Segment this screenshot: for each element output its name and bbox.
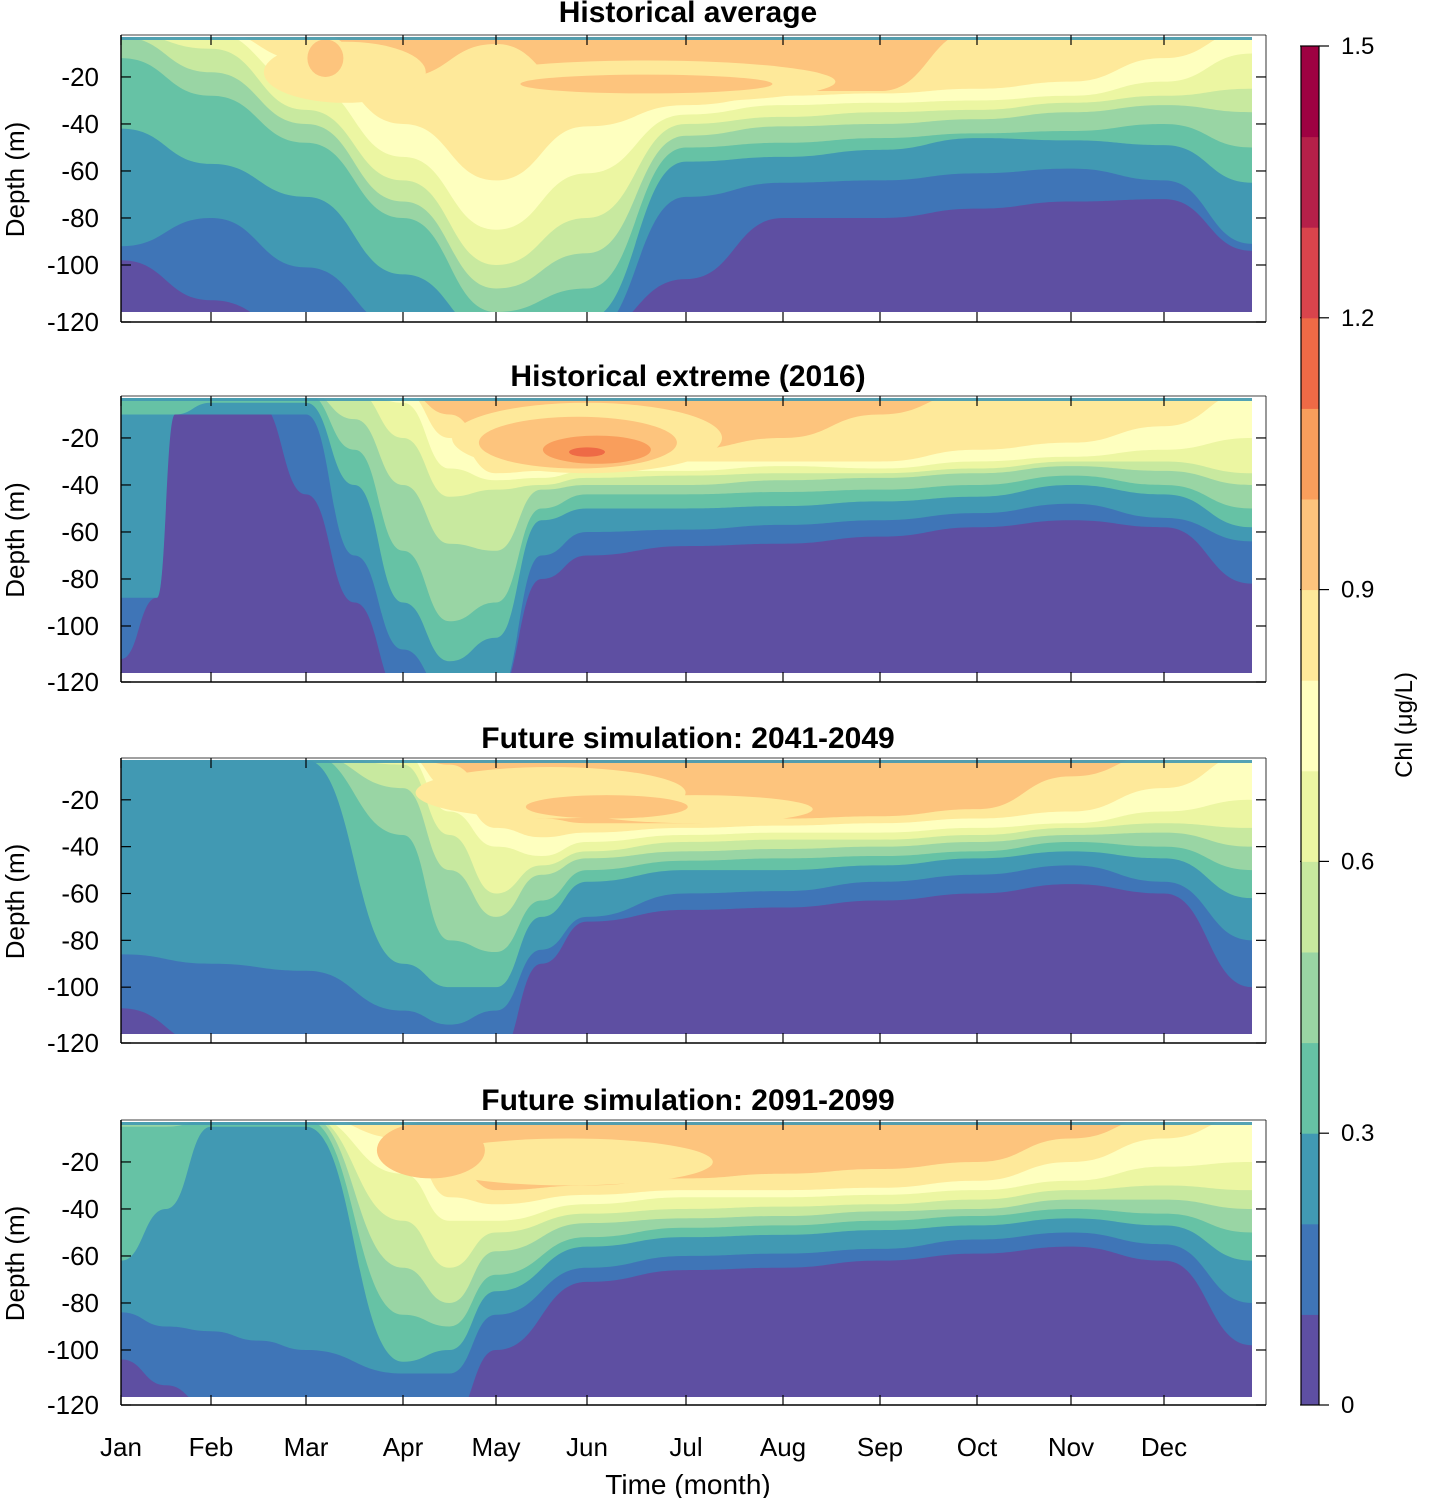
panel-title: Historical average [559, 0, 817, 29]
colorbar-tick-label: 0.9 [1341, 577, 1374, 604]
colorbar-segment [1301, 227, 1319, 319]
y-tick-label: -20 [61, 423, 99, 453]
colorbar-tick-label: 0 [1341, 1392, 1354, 1419]
high-chl-patch [424, 1138, 713, 1186]
y-tick-label: -40 [61, 109, 99, 139]
colorbar-segment [1301, 680, 1319, 772]
colorbar-segment [1301, 861, 1319, 953]
colorbar-segment [1301, 46, 1319, 138]
colorbar-segment [1301, 136, 1319, 228]
y-tick-label: -60 [61, 878, 99, 908]
contour-fill [121, 760, 1252, 1034]
colorbar-segment [1301, 1223, 1319, 1315]
x-tick-label: Oct [957, 1432, 998, 1462]
colorbar-segment [1301, 589, 1319, 681]
y-axis-label: Depth (m) [0, 122, 30, 238]
x-axis-label: Time (month) [605, 1469, 770, 1498]
x-tick-label: Apr [383, 1432, 424, 1462]
colorbar-tick-label: 0.6 [1341, 848, 1374, 875]
y-tick-label: -60 [61, 517, 99, 547]
colorbar-tick-label: 0.3 [1341, 1120, 1374, 1147]
colorbar-segment [1301, 1042, 1319, 1134]
colorbar-segment [1301, 770, 1319, 862]
panel-title: Future simulation: 2091-2099 [481, 1084, 894, 1117]
x-tick-label: Jun [566, 1432, 608, 1462]
contour-fill [121, 37, 1252, 312]
x-tick-label: Aug [760, 1432, 806, 1462]
panels: -20 -40 -60 -80 -100 -120 Depth (m) Historical … [0, 0, 1267, 1420]
colorbar-segment [1301, 317, 1319, 409]
x-tick-label: May [471, 1432, 520, 1462]
high-chl-patch [263, 41, 426, 103]
high-chl-patch [525, 795, 688, 819]
y-tick-label: -120 [47, 1028, 99, 1058]
y-tick-label: -120 [47, 667, 99, 697]
panel-title: Future simulation: 2041-2049 [481, 722, 894, 755]
colorbar-segment [1301, 408, 1319, 500]
y-tick-label: -40 [61, 470, 99, 500]
y-axis-label: Depth (m) [0, 844, 30, 960]
y-tick-label: -20 [61, 62, 99, 92]
panel-3: -20 -40 -60 -80 -100 -120 Depth (m) Future simu… [0, 722, 1267, 1058]
y-tick-label: -60 [61, 1241, 99, 1271]
colorbar: 0 0.3 0.6 0.9 1.2 1.5 Chl (μg/L) [1300, 33, 1418, 1419]
contour-fill [121, 398, 1252, 673]
y-tick-label: -80 [61, 564, 99, 594]
x-tick-label: Sep [857, 1432, 903, 1462]
panel-4: -20 -40 -60 -80 -100 -120 Depth (m) Future simu… [0, 1084, 1267, 1420]
x-axis: Jan Feb Mar Apr May Jun Jul Aug Sep Oct Nov Dec Time… [100, 1432, 1187, 1498]
y-tick-label: -20 [61, 785, 99, 815]
panel-axes: -20 -40 -60 -80 -100 -120 Depth (m) [0, 34, 1267, 337]
panel-axes: -20 -40 -60 -80 -100 -120 Depth (m) [0, 757, 1267, 1058]
x-tick-label: Feb [189, 1432, 234, 1462]
y-tick-label: -100 [47, 611, 99, 641]
x-tick-label: Nov [1048, 1432, 1094, 1462]
y-axis-label: Depth (m) [0, 1206, 30, 1322]
y-axis-label: Depth (m) [0, 482, 30, 598]
colorbar-tick-label: 1.5 [1341, 33, 1374, 60]
high-chl-patch [520, 74, 773, 94]
colorbar-segment [1301, 1133, 1319, 1225]
colorbar-segment [1301, 499, 1319, 591]
panel-title: Historical extreme (2016) [510, 360, 865, 393]
contour-fill [121, 1122, 1252, 1397]
x-tick-label: Mar [284, 1432, 329, 1462]
high-chl-patch [569, 447, 605, 457]
panel-2: -20 -40 -60 -80 -100 -120 Depth (m) Historical … [0, 360, 1267, 697]
y-tick-label: -40 [61, 832, 99, 862]
y-tick-label: -100 [47, 972, 99, 1002]
panel-axes: -20 -40 -60 -80 -100 -120 Depth (m) [0, 1119, 1267, 1420]
y-tick-label: -120 [47, 1390, 99, 1420]
x-tick-label: Jan [100, 1432, 142, 1462]
panel-1: -20 -40 -60 -80 -100 -120 Depth (m) Historical … [0, 0, 1267, 337]
colorbar-segment [1301, 952, 1319, 1044]
x-tick-label: Jul [669, 1432, 702, 1462]
colorbar-segment [1301, 1314, 1319, 1406]
colorbar-frame [1300, 45, 1320, 1406]
y-tick-label: -100 [47, 1335, 99, 1365]
panel-axes: -20 -40 -60 -80 -100 -120 Depth (m) [0, 395, 1267, 697]
high-chl-patch [376, 1122, 485, 1179]
y-tick-label: -100 [47, 250, 99, 280]
y-tick-label: -80 [61, 925, 99, 955]
y-tick-label: -40 [61, 1194, 99, 1224]
x-tick-label: Dec [1141, 1432, 1187, 1462]
colorbar-label: Chl (μg/L) [1391, 672, 1418, 778]
y-tick-label: -120 [47, 307, 99, 337]
y-tick-label: -20 [61, 1147, 99, 1177]
y-tick-label: -80 [61, 203, 99, 233]
colorbar-tick-label: 1.2 [1341, 305, 1374, 332]
y-tick-label: -80 [61, 1288, 99, 1318]
y-tick-label: -60 [61, 156, 99, 186]
high-chl-patch [307, 39, 344, 77]
